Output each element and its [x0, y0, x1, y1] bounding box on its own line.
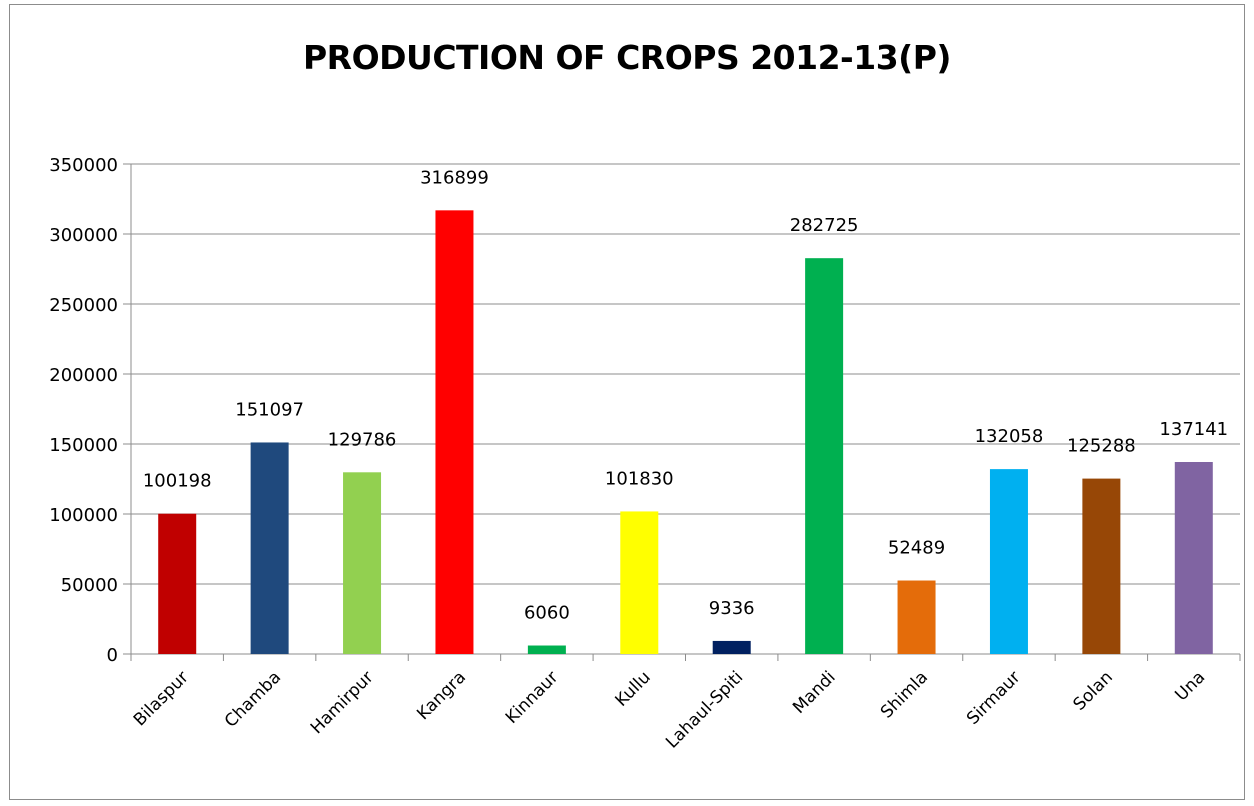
data-label: 52489	[888, 538, 945, 559]
category-label: Solan	[1069, 667, 1116, 714]
category-label: Kinnaur	[502, 667, 563, 728]
category-label: Una	[1171, 667, 1209, 705]
bar	[435, 210, 474, 654]
data-label: 282725	[790, 215, 859, 236]
category-label: Mandi	[789, 667, 839, 717]
bar	[1174, 462, 1213, 654]
bar	[1082, 478, 1121, 654]
bar	[620, 511, 659, 654]
y-tick-label: 200000	[49, 365, 118, 386]
bar	[250, 442, 289, 654]
data-label: 316899	[420, 167, 489, 188]
data-label: 129786	[328, 429, 397, 450]
y-tick-label: 100000	[49, 505, 118, 526]
data-label: 9336	[709, 598, 755, 619]
bar	[712, 640, 751, 654]
category-label: Chamba	[221, 667, 285, 731]
data-label: 132058	[975, 426, 1044, 447]
y-tick-label: 50000	[61, 575, 118, 596]
category-label: Sirmaur	[963, 667, 1024, 728]
bar	[158, 513, 197, 654]
data-label: 125288	[1067, 436, 1136, 457]
bar	[527, 645, 566, 654]
data-label: 100198	[143, 471, 212, 492]
y-tick-label: 250000	[49, 295, 118, 316]
chart-frame	[9, 4, 1245, 800]
data-label: 151097	[235, 399, 304, 420]
category-label: Hamirpur	[307, 667, 378, 738]
y-tick-label: 300000	[49, 225, 118, 246]
data-label: 137141	[1159, 419, 1228, 440]
bar	[343, 472, 382, 654]
chart-title: PRODUCTION OF CROPS 2012-13(P)	[302, 38, 952, 77]
bar	[897, 580, 936, 654]
category-label: Shimla	[877, 667, 932, 722]
y-tick-label: 350000	[49, 155, 118, 176]
category-label: Bilaspur	[130, 667, 193, 730]
bar	[805, 258, 844, 654]
data-label: 101830	[605, 468, 674, 489]
y-tick-label: 0	[107, 645, 118, 666]
y-tick-label: 150000	[49, 435, 118, 456]
category-label: Lahaul-Spiti	[662, 667, 747, 752]
bar	[989, 469, 1028, 654]
category-label: Kullu	[611, 667, 654, 710]
data-label: 6060	[524, 603, 570, 624]
category-label: Kangra	[413, 667, 470, 724]
